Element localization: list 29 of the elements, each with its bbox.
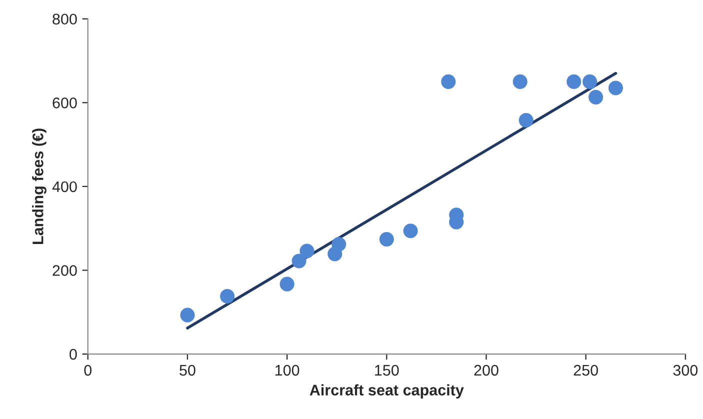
point [300, 244, 314, 258]
y-tick-label: 400 [52, 181, 77, 192]
point [608, 80, 623, 96]
x-tick-label: 300 [673, 364, 698, 376]
point [292, 254, 306, 268]
point [180, 308, 195, 322]
point [332, 236, 346, 252]
y-tick-label: 800 [52, 14, 77, 25]
point [403, 224, 418, 238]
x-tick-label: 50 [180, 364, 196, 376]
x-tick-label: 100 [275, 364, 300, 376]
point [280, 276, 294, 292]
x-tick-label: 0 [84, 364, 92, 376]
point [518, 112, 534, 128]
point [582, 74, 598, 89]
y-tick-label: 600 [52, 98, 77, 108]
x-tick-label: 200 [474, 364, 498, 376]
point [220, 288, 235, 304]
point [441, 74, 456, 89]
y-tick-label: 0 [70, 348, 77, 360]
point [379, 232, 394, 247]
x-tick-label: 150 [375, 364, 399, 376]
x-axis-title: Aircraft seat capacity [310, 384, 464, 399]
point [588, 90, 604, 104]
y-axis-title: Landing fees (€) [32, 128, 46, 244]
y-tick-label: 200 [52, 265, 77, 276]
x-tick-label: 250 [574, 364, 598, 376]
point [566, 74, 582, 89]
point [512, 74, 528, 89]
